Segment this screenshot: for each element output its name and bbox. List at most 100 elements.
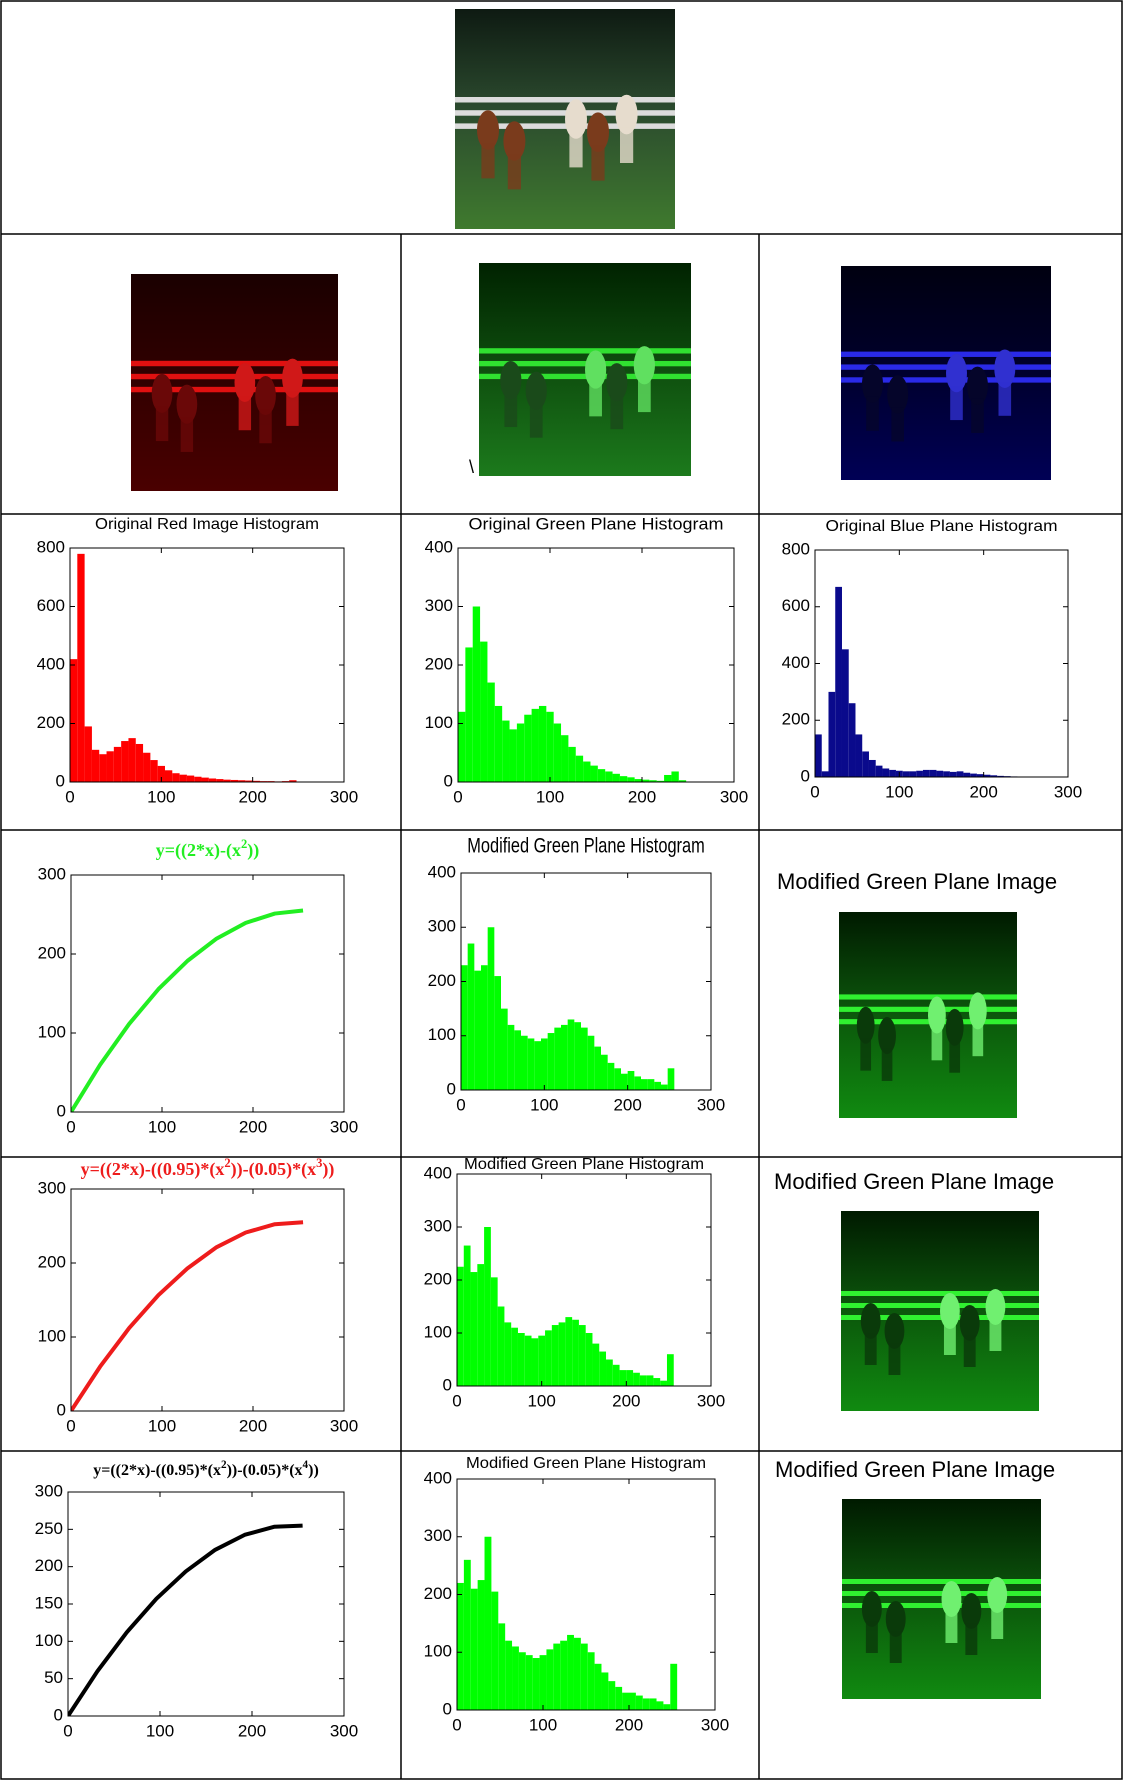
bar [532, 1658, 540, 1710]
title-part: y=((2*x)-((0.95)*(x [81, 1159, 225, 1180]
x-tick-label: 300 [330, 787, 358, 806]
title-part: )) [247, 840, 259, 861]
bar [470, 1272, 478, 1386]
bar [594, 1663, 602, 1710]
bar [545, 1330, 552, 1386]
bar [164, 770, 173, 782]
horse [928, 996, 946, 1034]
y-tick-label: 50 [44, 1668, 63, 1687]
horse-legs [620, 127, 634, 163]
chart: y=((2*x)-((0.95)*(x2))-(0.05)*(x3)) 0 100 2… [38, 1156, 359, 1436]
horse-legs [998, 381, 1012, 416]
bar [573, 1637, 581, 1710]
bar [575, 755, 584, 782]
bar [561, 1024, 568, 1090]
plot-data [71, 908, 304, 1112]
bar [615, 1686, 623, 1710]
bar [567, 1019, 575, 1090]
bar [150, 760, 158, 782]
bar [627, 1071, 635, 1090]
fence [479, 373, 691, 380]
x-tick-label: 200 [613, 1095, 641, 1114]
horse [878, 1017, 896, 1055]
x-tick-label: 100 [530, 1095, 558, 1114]
horse-legs [888, 1343, 901, 1375]
bar [186, 775, 195, 782]
bar [238, 780, 246, 782]
title-part: ))-(0.05)*(x [231, 1159, 316, 1180]
bar [592, 1343, 600, 1386]
horse-legs [286, 391, 299, 426]
y-tick-label: 0 [447, 1079, 456, 1098]
x-tick-label: 100 [527, 1391, 555, 1410]
x-tick-label: 0 [66, 1416, 75, 1435]
bar [501, 1008, 508, 1090]
bar [472, 606, 481, 782]
chart-title: Modified Green Plane Histogram [466, 1455, 706, 1472]
bar [534, 1041, 541, 1090]
bar [572, 1319, 579, 1386]
bar [70, 659, 78, 782]
fence [841, 1291, 1039, 1296]
chart-title: Original Red Image Histogram [95, 516, 319, 533]
y-tick-label: 300 [424, 1216, 452, 1235]
fence [455, 97, 675, 103]
title-part: 2 [241, 837, 247, 851]
bar [605, 771, 613, 782]
bar [252, 780, 260, 782]
horse [633, 346, 655, 385]
bar [524, 1335, 532, 1386]
x-tick-label: 100 [148, 1117, 176, 1136]
y-tick-label: 300 [38, 864, 66, 883]
horse-legs [989, 1319, 1002, 1351]
bar [997, 775, 1004, 777]
fence [841, 1315, 1039, 1320]
y-tick-label: 0 [54, 1705, 63, 1724]
bar [664, 774, 672, 782]
bar [821, 771, 829, 777]
chart: Original Blue Plane Histogram 0 100 200 300 0… [782, 518, 1083, 801]
bar [642, 1698, 650, 1710]
bar [678, 780, 687, 782]
horse-legs [504, 392, 518, 428]
horse-legs [238, 395, 252, 431]
horse-legs [965, 1623, 978, 1655]
bar [568, 746, 576, 782]
bar [521, 1035, 528, 1090]
horse [856, 1006, 875, 1044]
horse [885, 1601, 906, 1637]
title-part: y=((2*x)-((0.95)*(x [93, 1462, 221, 1479]
bar [498, 1623, 506, 1710]
horse-legs [638, 378, 651, 413]
x-tick-label: 100 [536, 787, 564, 806]
fence [841, 351, 1051, 357]
bar [480, 641, 488, 782]
x-tick-label: 200 [238, 1721, 266, 1740]
chart: Modified Green Plane Histogram 0 100 200 300… [424, 1455, 730, 1734]
bar [481, 965, 488, 1090]
horse [585, 350, 607, 389]
fence [131, 373, 338, 380]
x-tick-label: 100 [146, 1721, 174, 1740]
horse-legs [963, 1335, 976, 1367]
bar [546, 711, 554, 782]
bar [179, 774, 187, 782]
y-tick-label: 300 [428, 917, 456, 936]
image-caption: Modified Green Plane Image [777, 869, 1057, 894]
bar [666, 1354, 674, 1386]
title-part: 2 [221, 1459, 227, 1471]
x-tick-label: 300 [330, 1416, 358, 1435]
bar [463, 1245, 471, 1386]
y-tick-label: 0 [443, 1375, 452, 1394]
horse-legs [180, 417, 194, 452]
horse [255, 375, 276, 416]
bar [976, 774, 984, 777]
plot-frame [70, 1188, 345, 1412]
bar [553, 723, 562, 782]
bar [487, 927, 495, 1090]
horse [887, 375, 909, 414]
chart-title: y=((2*x)-((0.95)*(x2))-(0.05)*(x3)) [81, 1156, 335, 1180]
bar [458, 711, 466, 782]
x-tick-label: 300 [1054, 782, 1082, 801]
